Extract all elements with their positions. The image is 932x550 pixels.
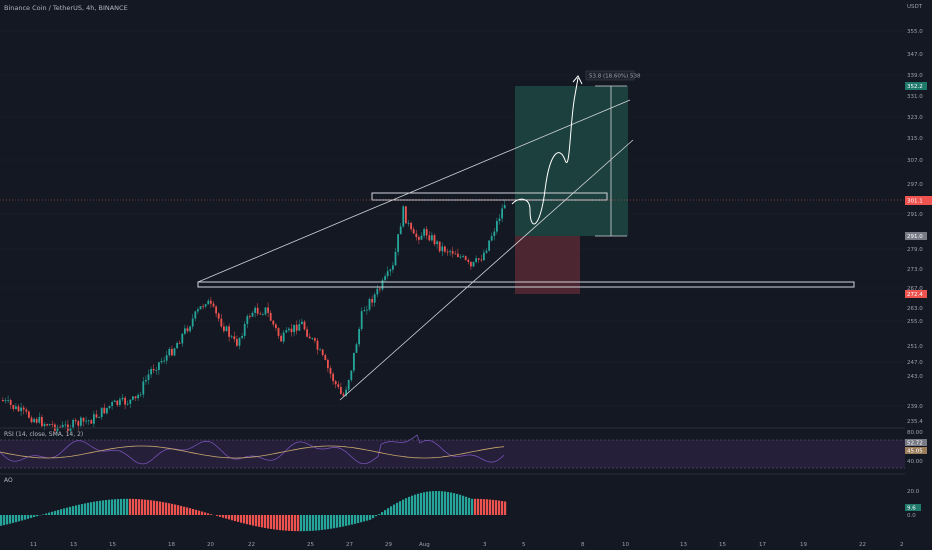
ao-value-tag: 9.6 xyxy=(907,506,916,512)
price-axis-label: 243.0 xyxy=(907,374,923,380)
ao-level-20: 20.0 xyxy=(907,489,920,495)
price-axis-label: 251.0 xyxy=(907,344,923,350)
price-axis-label: 273.0 xyxy=(907,267,923,273)
rsi-sma-tag: 45.05 xyxy=(907,449,923,455)
projection-arrow xyxy=(572,75,583,85)
time-axis-label: Aug xyxy=(419,542,430,548)
currency-label: USDT xyxy=(907,4,923,10)
time-axis-label: 8 xyxy=(581,542,585,548)
rsi-line xyxy=(0,434,505,465)
ao-level-0: 0.0 xyxy=(907,513,916,519)
ao-pane xyxy=(0,473,905,532)
time-axis-label: 17 xyxy=(759,542,766,548)
price-axis-label: 291.0 xyxy=(907,212,923,218)
time-axis-label: 18 xyxy=(168,542,175,548)
price-axis-label: 239.0 xyxy=(907,404,923,410)
drawings: 53.8 (18.60%) 538 xyxy=(0,70,905,401)
projection-path xyxy=(511,77,579,225)
rsi-level-80: 80.00 xyxy=(907,430,923,436)
ao-label: AO xyxy=(4,477,13,484)
current-price-tag: 301.1 xyxy=(907,199,923,205)
price-axis-label: 339.0 xyxy=(907,73,923,79)
time-axis-label: 5 xyxy=(522,542,526,548)
rsi-sma-line xyxy=(0,445,505,459)
price-tags: 352.2 301.1 291.0 272.4 52.72 45.05 80.0… xyxy=(905,82,932,519)
price-axis-label: 355.0 xyxy=(907,29,923,35)
stop-price-tag: 272.4 xyxy=(907,292,923,298)
rsi-value-tag: 52.72 xyxy=(907,441,923,447)
price-axis-label: 255.0 xyxy=(907,319,923,325)
chart-title: Binance Coin / TetherUS, 4h, BINANCE xyxy=(4,4,128,12)
loss-zone xyxy=(515,236,580,294)
time-axis-label: 13 xyxy=(680,542,687,548)
time-axis-label: 29 xyxy=(385,542,392,548)
stop-target-tag: 291.0 xyxy=(907,234,923,240)
support-box xyxy=(197,281,855,288)
time-axis-label: 25 xyxy=(307,542,314,548)
time-axis-label: 13 xyxy=(70,542,77,548)
price-axis-label: 347.0 xyxy=(907,52,923,58)
price-axis-label: 331.0 xyxy=(907,94,923,100)
time-axis-label: 20 xyxy=(207,542,214,548)
time-axis-label: 2 xyxy=(900,542,904,548)
measure-label: 53.8 (18.60%) 538 xyxy=(589,74,641,80)
price-axis-label: 279.0 xyxy=(907,247,923,253)
time-axis-label: 22 xyxy=(248,542,255,548)
price-axis-label: 307.0 xyxy=(907,158,923,164)
measure-label-box xyxy=(585,70,635,81)
time-axis-label: 11 xyxy=(30,542,37,548)
time-axis[interactable]: 11 13 15 18 20 22 25 27 29 Aug 3 5 8 10 13 15 17 19 22 2 xyxy=(30,542,904,548)
time-axis-label: 10 xyxy=(622,542,629,548)
upper-trendline xyxy=(197,99,631,283)
grid-lines xyxy=(0,30,905,407)
price-axis-label: 235.4 xyxy=(907,419,923,425)
price-axis-label: 267.0 xyxy=(907,286,923,292)
price-axis-label: 247.0 xyxy=(907,360,923,366)
price-axis-label: 315.0 xyxy=(907,136,923,142)
rsi-band xyxy=(0,440,905,468)
time-axis-label: 22 xyxy=(859,542,866,548)
rsi-label: RSI (14, close, SMA, 14, 2) xyxy=(4,431,84,438)
time-axis-label: 15 xyxy=(109,542,116,548)
lower-trendline xyxy=(339,139,634,401)
price-axis-label: 263.0 xyxy=(907,306,923,312)
time-axis-label: 19 xyxy=(800,542,807,548)
rsi-level-40: 40.00 xyxy=(907,459,923,465)
rsi-pane xyxy=(0,427,905,469)
candles xyxy=(2,200,506,436)
target-price-tag: 352.2 xyxy=(907,84,923,90)
price-axis-label: 297.0 xyxy=(907,182,923,188)
time-axis-label: 27 xyxy=(346,542,353,548)
price-axis-label: 323.0 xyxy=(907,115,923,121)
time-axis-label: 15 xyxy=(719,542,726,548)
time-axis-label: 3 xyxy=(483,542,487,548)
